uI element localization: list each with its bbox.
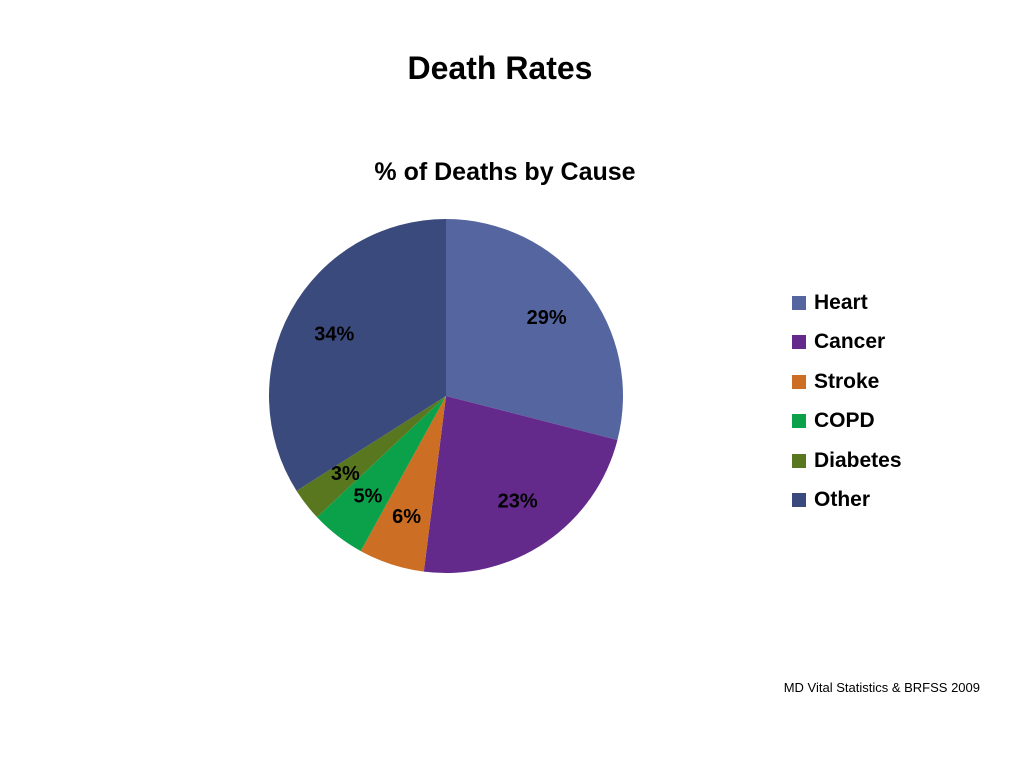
data-label-heart: 29% <box>527 307 567 329</box>
legend-swatch <box>792 335 806 350</box>
source-note: MD Vital Statistics & BRFSS 2009 <box>783 680 980 695</box>
pie-slice-other <box>268 219 446 491</box>
pie-slice-diabetes <box>296 396 446 518</box>
legend-item-diabetes: Diabetes <box>792 441 902 481</box>
data-label-other: 34% <box>314 324 354 346</box>
legend-item-stroke: Stroke <box>792 362 902 402</box>
legend-label: Other <box>814 488 871 512</box>
data-label-cancer: 23% <box>498 490 538 512</box>
legend-label: Heart <box>814 290 868 314</box>
legend-item-heart: Heart <box>792 283 902 323</box>
legend-swatch <box>792 453 806 468</box>
legend-label: Cancer <box>814 330 886 354</box>
chart-title: % of Deaths by Cause <box>374 158 636 186</box>
pie-slice-cancer <box>423 396 618 573</box>
slide-title: Death Rates <box>407 50 593 86</box>
pie-slice-copd <box>316 396 446 552</box>
legend-item-other: Other <box>792 481 902 521</box>
legend-label: Diabetes <box>814 448 902 472</box>
legend-swatch <box>792 374 806 389</box>
legend-item-copd: COPD <box>792 402 902 442</box>
legend-swatch <box>792 295 806 310</box>
legend-item-cancer: Cancer <box>792 323 902 363</box>
pie-slice-stroke <box>360 396 446 572</box>
chart-legend: Heart Cancer Stroke COPD Diabetes Other <box>792 283 902 520</box>
legend-label: COPD <box>814 409 875 433</box>
legend-swatch <box>792 414 806 429</box>
data-label-diabetes: 3% <box>331 463 360 485</box>
pie-slice-heart <box>446 219 623 441</box>
legend-label: Stroke <box>814 369 880 393</box>
legend-swatch <box>792 493 806 508</box>
data-label-copd: 5% <box>353 486 382 508</box>
data-label-stroke: 6% <box>392 506 421 528</box>
